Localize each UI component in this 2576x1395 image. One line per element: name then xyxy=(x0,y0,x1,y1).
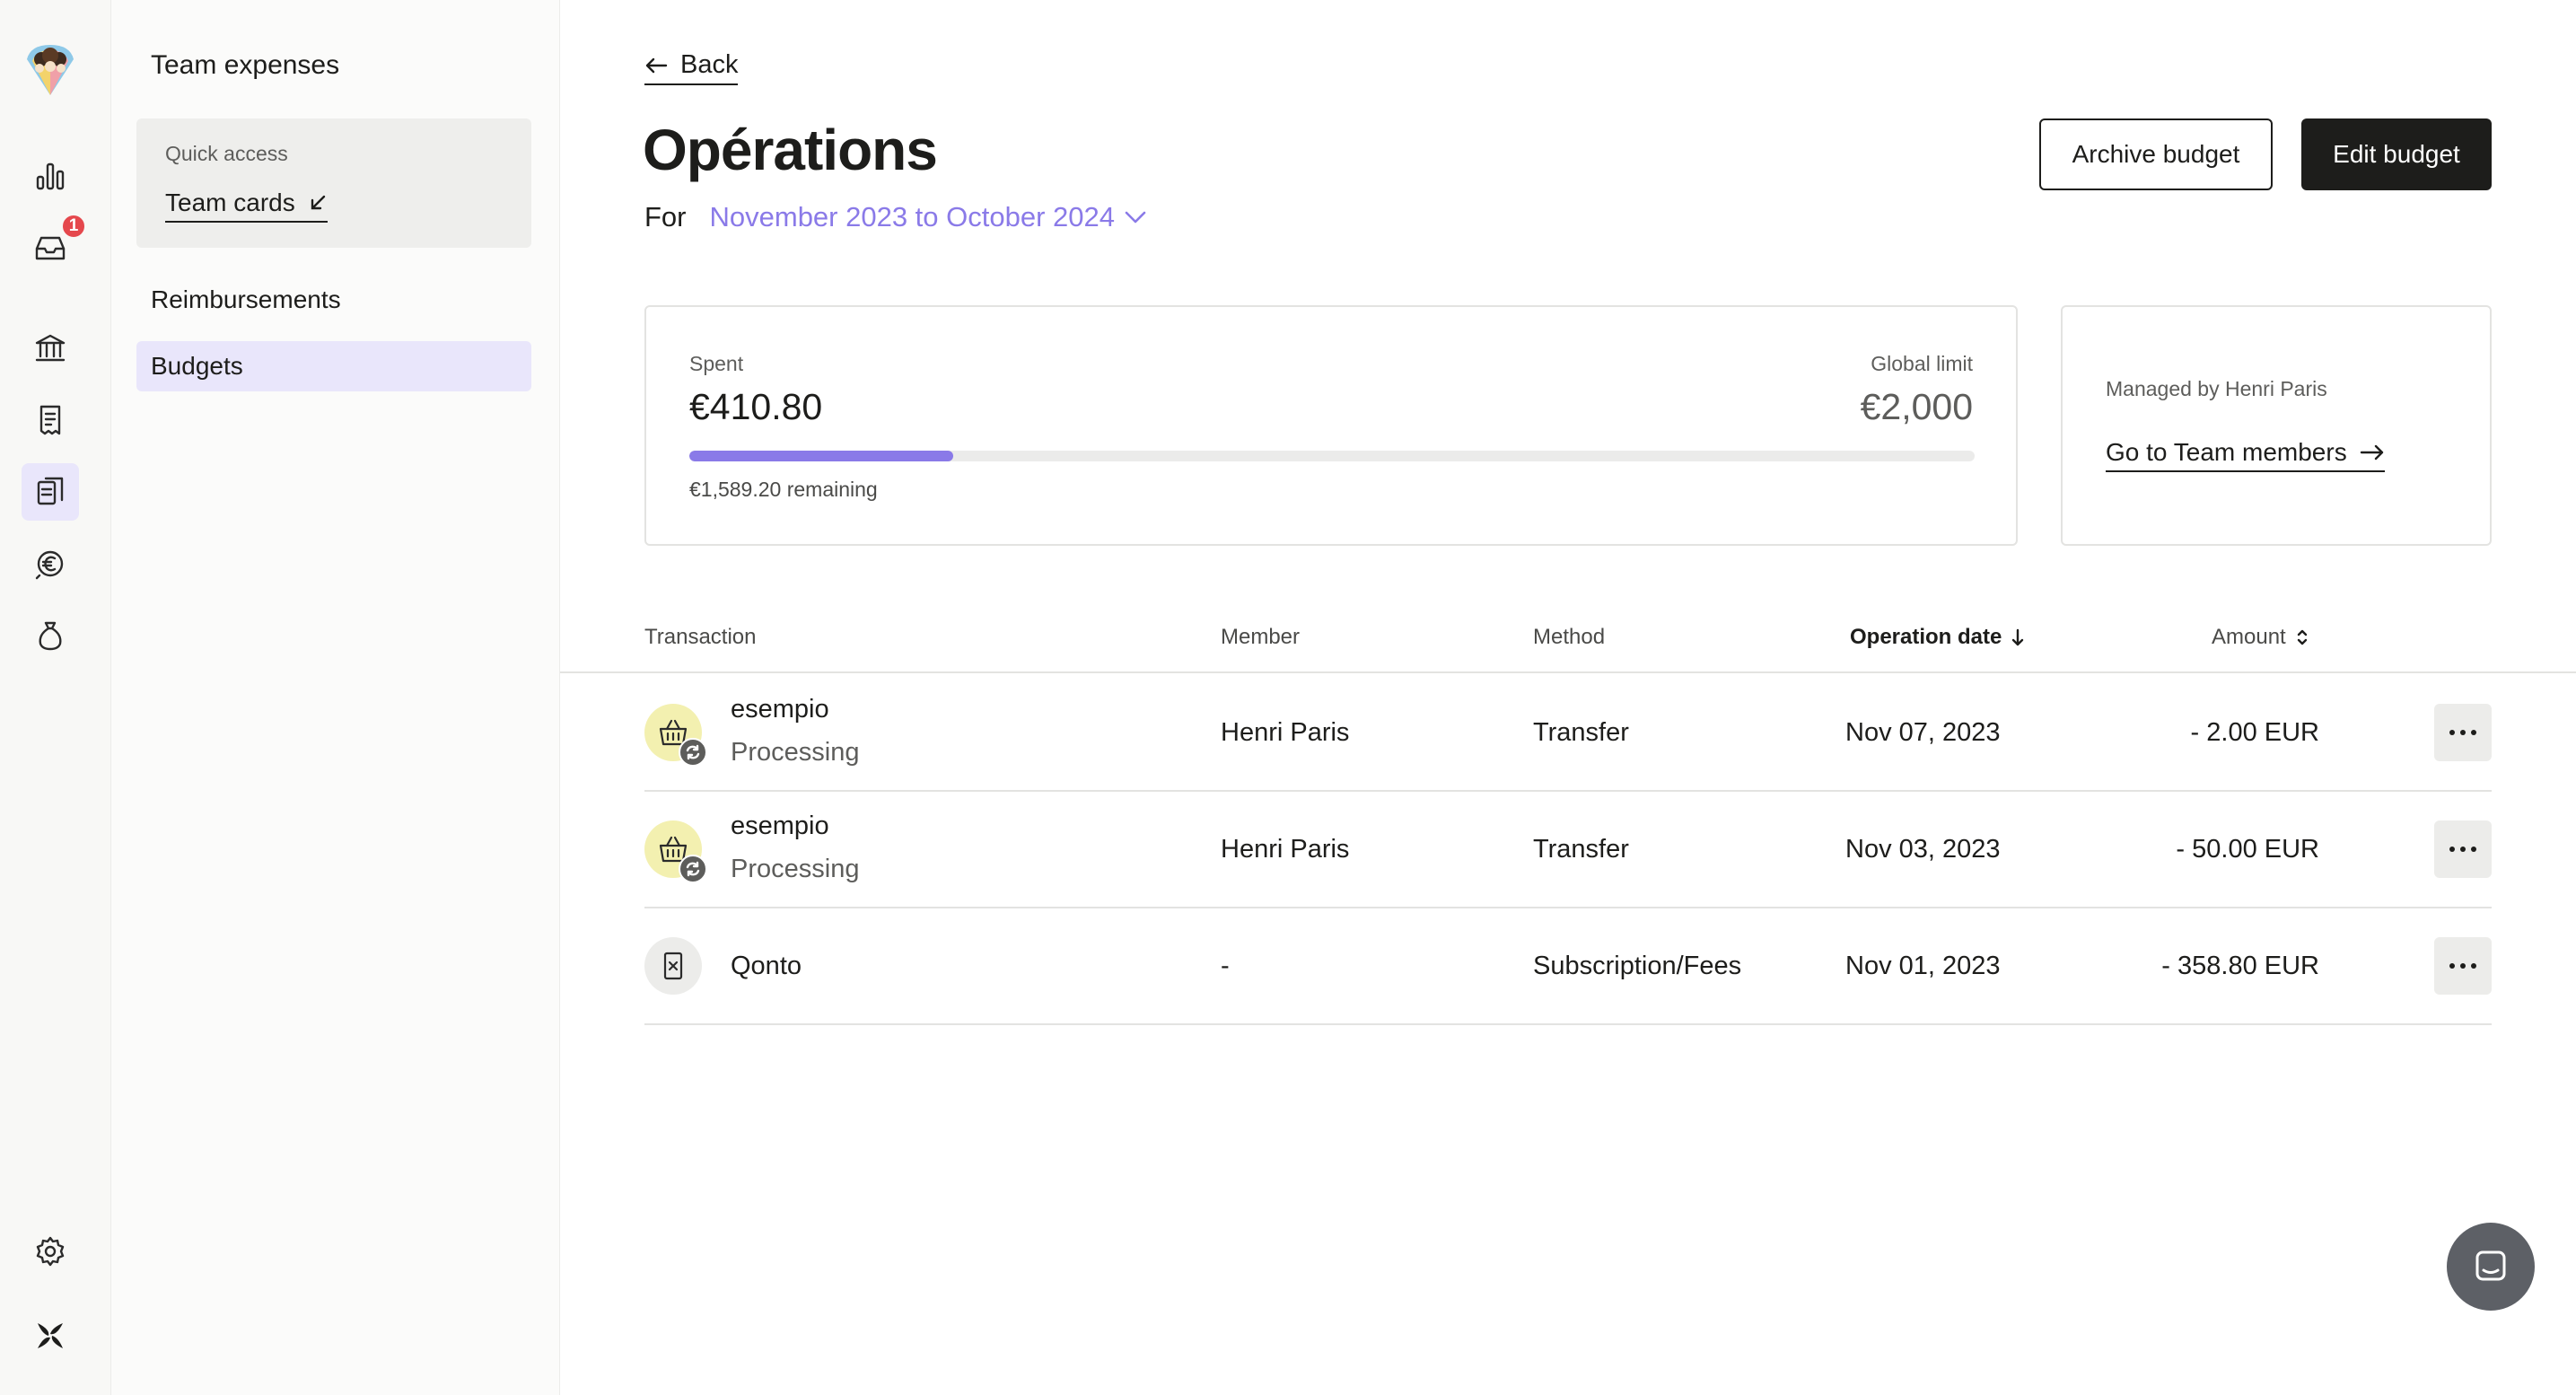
column-member[interactable]: Member xyxy=(1221,625,1301,649)
processing-icon xyxy=(679,738,707,767)
date-cell: Nov 03, 2023 xyxy=(1845,834,2001,864)
chevron-down-icon xyxy=(1125,211,1146,224)
row-actions-button[interactable] xyxy=(2434,820,2492,878)
column-operation-date-label: Operation date xyxy=(1850,625,2002,649)
team-members-label: Go to Team members xyxy=(2106,438,2347,466)
fees-document-icon xyxy=(644,937,702,995)
brand-logo-icon xyxy=(38,1323,63,1348)
transaction-name: Qonto xyxy=(731,951,802,980)
spent-card: Spent €410.80 Global limit €2,000 €1,589… xyxy=(644,305,2018,546)
euro-icon xyxy=(35,550,64,580)
basket-icon xyxy=(644,704,707,767)
period-value: November 2023 to October 2024 xyxy=(709,201,1116,232)
arrow-down-icon xyxy=(2012,628,2024,646)
amount-cell: - 358.80 EUR xyxy=(2161,951,2319,980)
nav-item-reimbursements[interactable]: Reimbursements xyxy=(151,285,341,313)
more-icon xyxy=(2449,963,2455,969)
nav-item-budgets[interactable]: Budgets xyxy=(136,341,531,391)
sort-icon xyxy=(2297,629,2307,645)
budget-progress-fill xyxy=(689,451,954,461)
icon-rail: 1 xyxy=(0,0,111,1395)
spent-label: Spent xyxy=(689,352,744,375)
rail-savings[interactable] xyxy=(22,607,79,664)
column-amount[interactable]: Amount xyxy=(2212,625,2309,650)
inbox-icon xyxy=(35,236,66,260)
column-transaction[interactable]: Transaction xyxy=(644,625,757,649)
arrow-right-icon xyxy=(2360,444,2383,461)
notification-badge: 1 xyxy=(61,214,86,239)
rail-receipts[interactable] xyxy=(22,391,79,449)
arrow-down-left-icon xyxy=(311,195,325,210)
team-expenses-icon xyxy=(37,477,64,505)
receipt-icon xyxy=(39,405,61,435)
team-members-link[interactable]: Go to Team members xyxy=(2106,438,2385,472)
method-cell: Subscription/Fees xyxy=(1533,951,1742,980)
back-label: Back xyxy=(680,50,739,79)
member-cell: - xyxy=(1221,951,1230,980)
period-row: For November 2023 to October 2024 xyxy=(644,201,1147,233)
team-cards-label: Team cards xyxy=(165,189,295,216)
period-dropdown[interactable]: November 2023 to October 2024 xyxy=(710,201,1148,233)
period-prefix: For xyxy=(644,201,687,232)
gear-icon xyxy=(36,1236,65,1267)
table-row[interactable]: esempio Processing Henri Paris Transfer … xyxy=(644,792,2492,908)
table-header: Transaction Member Method Operation date… xyxy=(560,610,2576,673)
quick-access-label: Quick access xyxy=(165,142,288,165)
amount-cell: - 50.00 EUR xyxy=(2176,834,2319,864)
column-amount-label: Amount xyxy=(2212,625,2286,649)
quick-access-panel: Quick access Team cards xyxy=(136,118,531,248)
column-operation-date[interactable]: Operation date xyxy=(1850,625,2025,650)
method-cell: Transfer xyxy=(1533,717,1629,747)
arrow-left-icon xyxy=(645,57,668,73)
back-link[interactable]: Back xyxy=(644,50,739,85)
global-limit-value: €2,000 xyxy=(1860,386,1973,427)
transaction-status: Processing xyxy=(731,738,860,767)
rail-inbox[interactable]: 1 xyxy=(22,214,86,276)
manager-card: Managed by Henri Paris Go to Team member… xyxy=(2061,305,2492,546)
more-icon xyxy=(2449,730,2455,735)
section-title: Team expenses xyxy=(151,50,340,80)
support-chat-button[interactable] xyxy=(2447,1223,2535,1311)
rail-team-expenses[interactable] xyxy=(22,463,79,521)
rail-settings[interactable] xyxy=(22,1223,79,1280)
processing-icon xyxy=(679,855,707,883)
chat-icon xyxy=(2475,1250,2506,1281)
rail-brand[interactable] xyxy=(22,1307,79,1364)
transaction-name: esempio xyxy=(731,695,829,724)
bank-icon xyxy=(35,334,66,362)
more-icon xyxy=(2449,847,2455,852)
member-cell: Henri Paris xyxy=(1221,717,1350,747)
amount-cell: - 2.00 EUR xyxy=(2190,717,2319,747)
team-cards-link[interactable]: Team cards xyxy=(165,189,328,223)
secondary-nav: Team expenses Quick access Team cards Re… xyxy=(111,0,560,1395)
archive-budget-button[interactable]: Archive budget xyxy=(2039,118,2273,190)
global-limit-label: Global limit xyxy=(1871,352,1973,375)
managed-by-label: Managed by Henri Paris xyxy=(2106,377,2327,400)
table-row[interactable]: esempio Processing Henri Paris Transfer … xyxy=(644,675,2492,792)
spent-value: €410.80 xyxy=(689,386,823,427)
method-cell: Transfer xyxy=(1533,834,1629,864)
rail-analytics[interactable] xyxy=(22,147,79,205)
transaction-status: Processing xyxy=(731,855,860,883)
member-cell: Henri Paris xyxy=(1221,834,1350,864)
rail-euro[interactable] xyxy=(22,535,79,592)
money-bag-icon xyxy=(39,621,62,651)
organization-avatar[interactable] xyxy=(20,38,81,99)
remaining-amount: €1,589.20 remaining xyxy=(689,478,878,501)
bar-chart-icon xyxy=(36,162,65,190)
basket-icon xyxy=(644,820,707,883)
transaction-name: esempio xyxy=(731,812,829,840)
table-row[interactable]: Qonto - Subscription/Fees Nov 01, 2023 -… xyxy=(644,908,2492,1025)
rail-bank[interactable] xyxy=(22,320,79,377)
date-cell: Nov 01, 2023 xyxy=(1845,951,2001,980)
row-actions-button[interactable] xyxy=(2434,704,2492,761)
date-cell: Nov 07, 2023 xyxy=(1845,717,2001,747)
edit-budget-button[interactable]: Edit budget xyxy=(2301,118,2492,190)
page-title: Opérations xyxy=(643,118,938,182)
column-method[interactable]: Method xyxy=(1533,625,1606,649)
row-actions-button[interactable] xyxy=(2434,937,2492,995)
budget-progress-bar xyxy=(689,451,1975,461)
